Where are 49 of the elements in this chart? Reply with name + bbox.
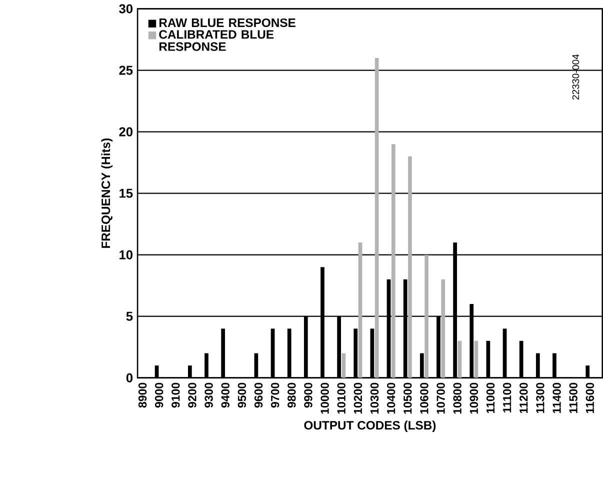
x-tick-label: 9900 [304,382,312,408]
x-tick-label: 9400 [221,382,230,408]
y-tick-label: 15 [120,188,133,198]
bar [374,58,379,378]
bar [358,242,362,378]
legend-label: CALIBRATED BLUE RESPONSE [159,30,274,52]
x-tick-label: 10100 [337,382,346,414]
x-tick-label: 11600 [586,382,594,414]
x-tick-label: 10400 [386,382,396,414]
x-axis-title: OUTPUT CODES (LSB) [304,420,436,432]
x-tick-label: 10700 [436,382,445,414]
x-tick-label: 9600 [254,382,263,408]
x-tick-label: 11400 [552,382,561,414]
bar [342,353,346,378]
x-tick-label: 10300 [370,382,379,414]
x-tick-label: 10900 [470,382,478,414]
legend-label: RAW BLUE RESPONSE [159,18,296,28]
annotation: 22330-004 [572,54,580,100]
x-tick-label: 9200 [188,382,196,408]
y-tick-label: 5 [126,312,133,321]
x-tick-label: 10600 [420,382,428,414]
x-tick-label: 10500 [404,382,412,414]
x-tick-label: 8900 [138,382,147,408]
y-tick-label: 20 [119,127,133,136]
x-tick-label: 11200 [520,382,528,414]
x-tick-label: 9100 [172,382,180,408]
x-tick-label: 9800 [288,382,296,408]
x-tick-label: 9500 [238,382,246,408]
x-tick-label: 9300 [204,382,213,408]
x-tick-label: 11100 [502,382,512,413]
y-tick-label: 30 [119,4,133,14]
bar [441,280,446,378]
bar [424,254,428,378]
x-tick-label: 9700 [270,382,280,408]
y-axis-title: FREQUENCY (Hits) [101,138,113,248]
x-tick-label: 10000 [320,382,329,414]
x-tick-label: 11300 [536,382,544,414]
bar [474,341,478,378]
bar [408,156,412,378]
y-tick-label: 0 [126,373,133,383]
bar [391,144,396,378]
x-tick-label: 10800 [453,382,462,414]
x-tick-label: 10200 [354,382,362,414]
x-tick-label: 11000 [486,382,495,414]
y-tick-label: 25 [119,66,133,75]
x-tick-label: 9000 [155,382,164,408]
x-tick-label: 11500 [569,382,578,414]
bar [458,341,462,378]
y-tick-label: 10 [120,250,133,260]
